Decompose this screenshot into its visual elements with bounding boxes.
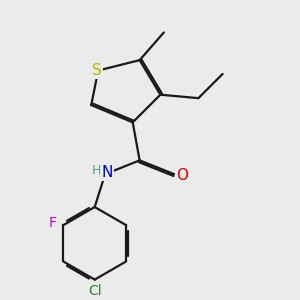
Text: Cl: Cl <box>88 284 101 298</box>
Text: S: S <box>92 63 101 78</box>
Text: O: O <box>176 168 188 183</box>
Text: F: F <box>48 216 56 230</box>
Text: N: N <box>101 165 112 180</box>
Text: H: H <box>92 164 101 177</box>
